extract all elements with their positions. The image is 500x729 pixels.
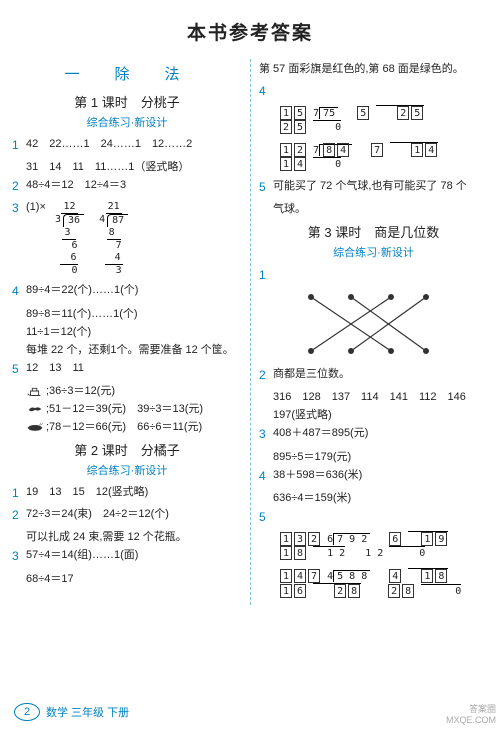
r3-q2: 2商都是三位数。 xyxy=(259,366,488,385)
l2q3: 357÷4＝14(组)……1(面) xyxy=(12,547,242,566)
page-number: 2 xyxy=(14,703,40,721)
qnum: 3 xyxy=(12,547,26,566)
r3-q4: 438＋598＝636(米) xyxy=(259,467,488,486)
sled-icon xyxy=(26,384,44,398)
top-right-text: 第 57 面彩旗是红色的,第 68 面是绿色的。 xyxy=(259,61,488,79)
page-title: 本书参考答案 xyxy=(0,0,500,59)
r3q5-left: 132 67 9 2 6 19 18 1 2 1 2 0 xyxy=(267,531,464,560)
watermark: 答案圈 MXQE.COM xyxy=(446,704,496,726)
r-q5: 5可能买了 72 个气球,也有可能买了 78 个 xyxy=(259,178,488,197)
lesson1-practice: 综合练习·新设计 xyxy=(12,114,242,130)
qnum: 2 xyxy=(259,366,273,385)
r3-q2c: 197(竖式略) xyxy=(259,406,488,422)
footer-text: 数学 三年级 下册 xyxy=(46,704,129,720)
r3-q4b: 636÷4＝159(米) xyxy=(259,489,488,505)
q5b: ;51－12＝39(元) 39÷3＝13(元) xyxy=(12,400,242,416)
division-1: 12 336 3 6 6 0 xyxy=(55,201,84,277)
q1-content: 42 22……1 24……1 12……2 xyxy=(26,136,240,154)
qnum: 2 xyxy=(12,177,26,196)
q5c: ;78－12＝66(元) 66÷6＝11(元) xyxy=(12,418,242,434)
q4c: 11÷1＝12(个) xyxy=(12,323,242,339)
q4a: 89÷4＝22(个)……1(个) xyxy=(26,282,240,300)
qnum: 1 xyxy=(12,484,26,503)
q5-content: 12 13 11 xyxy=(26,360,240,378)
longdiv-right: 12 784 7 14 14 0 xyxy=(267,142,464,171)
r3-q3: 3408＋487＝895(元) xyxy=(259,425,488,444)
q4d: 每堆 22 个，还剩1个。需要准备 12 个筐。 xyxy=(12,341,242,357)
l2q3b: 68÷4＝17 xyxy=(12,570,242,586)
q5a: ;36÷3＝12(元) xyxy=(12,382,242,398)
qnum: 1 xyxy=(259,266,273,285)
r3-q3b: 895÷5＝179(元) xyxy=(259,448,488,464)
r-q4: 4 15 775 5 25 25 0 12 784 7 14 14 0 xyxy=(259,82,488,175)
right-column: 第 57 面彩旗是红色的,第 68 面是绿色的。 4 15 775 5 25 2… xyxy=(250,59,488,605)
r-q5b: 气球。 xyxy=(259,200,488,216)
cross-diagram xyxy=(296,289,436,359)
q3-prefix: (1)× xyxy=(26,201,46,213)
longdiv-left: 15 775 5 25 25 0 xyxy=(267,105,464,134)
q3: 3 (1)× 12 336 3 6 6 0 21 487 8 7 4 3 xyxy=(12,199,242,279)
lesson2-title: 第 2 课时 分橘子 xyxy=(12,440,242,459)
qnum: 1 xyxy=(12,136,26,155)
q3-content: (1)× 12 336 3 6 6 0 21 487 8 7 4 3 xyxy=(26,199,240,279)
left-column: 一 除 法 第 1 课时 分桃子 综合练习·新设计 142 22……1 24……… xyxy=(12,59,250,605)
lesson3-practice: 综合练习·新设计 xyxy=(259,244,488,260)
q2-content: 48÷4＝12 12÷4＝3 xyxy=(26,177,240,195)
qnum: 2 xyxy=(12,506,26,525)
whale-icon xyxy=(26,420,44,434)
chapter-title: 一 除 法 xyxy=(12,63,242,84)
q1: 142 22……1 24……1 12……2 xyxy=(12,136,242,155)
r3-q5: 5 132 67 9 2 6 19 18 1 2 1 2 0 147 45 8 … xyxy=(259,508,488,602)
qnum: 5 xyxy=(12,360,26,379)
main-content: 一 除 法 第 1 课时 分桃子 综合练习·新设计 142 22……1 24……… xyxy=(0,59,500,605)
lesson1-title: 第 1 课时 分桃子 xyxy=(12,92,242,111)
r3-q2b: 316 128 137 114 141 112 146 xyxy=(259,388,488,404)
r3-q1: 1 xyxy=(259,266,488,363)
q4b: 89÷8＝11(个)……1(个) xyxy=(12,305,242,321)
qnum: 4 xyxy=(259,467,273,486)
l2q2b: 可以扎成 24 束,需要 12 个花瓶。 xyxy=(12,528,242,544)
q4: 489÷4＝22(个)……1(个) xyxy=(12,282,242,301)
qnum: 5 xyxy=(259,178,273,197)
qnum: 5 xyxy=(259,508,273,527)
qnum: 3 xyxy=(12,199,26,218)
q5: 512 13 11 xyxy=(12,360,242,379)
lesson2-practice: 综合练习·新设计 xyxy=(12,462,242,478)
division-2: 21 487 8 7 4 3 xyxy=(99,201,128,277)
qnum: 4 xyxy=(12,282,26,301)
l2q2: 272÷3＝24(束) 24÷2＝12(个) xyxy=(12,506,242,525)
qnum: 3 xyxy=(259,425,273,444)
qnum: 4 xyxy=(259,82,273,101)
footer: 2 数学 三年级 下册 xyxy=(14,703,129,721)
q1b: 31 14 11 11……1（竖式略） xyxy=(12,158,242,174)
r3q5-right: 147 45 8 8 4 18 16 28 28 0 xyxy=(267,568,464,598)
bird-icon xyxy=(26,402,44,416)
l2q1: 119 13 15 12(竖式略) xyxy=(12,484,242,503)
lesson3-title: 第 3 课时 商是几位数 xyxy=(259,222,488,241)
q2: 248÷4＝12 12÷4＝3 xyxy=(12,177,242,196)
